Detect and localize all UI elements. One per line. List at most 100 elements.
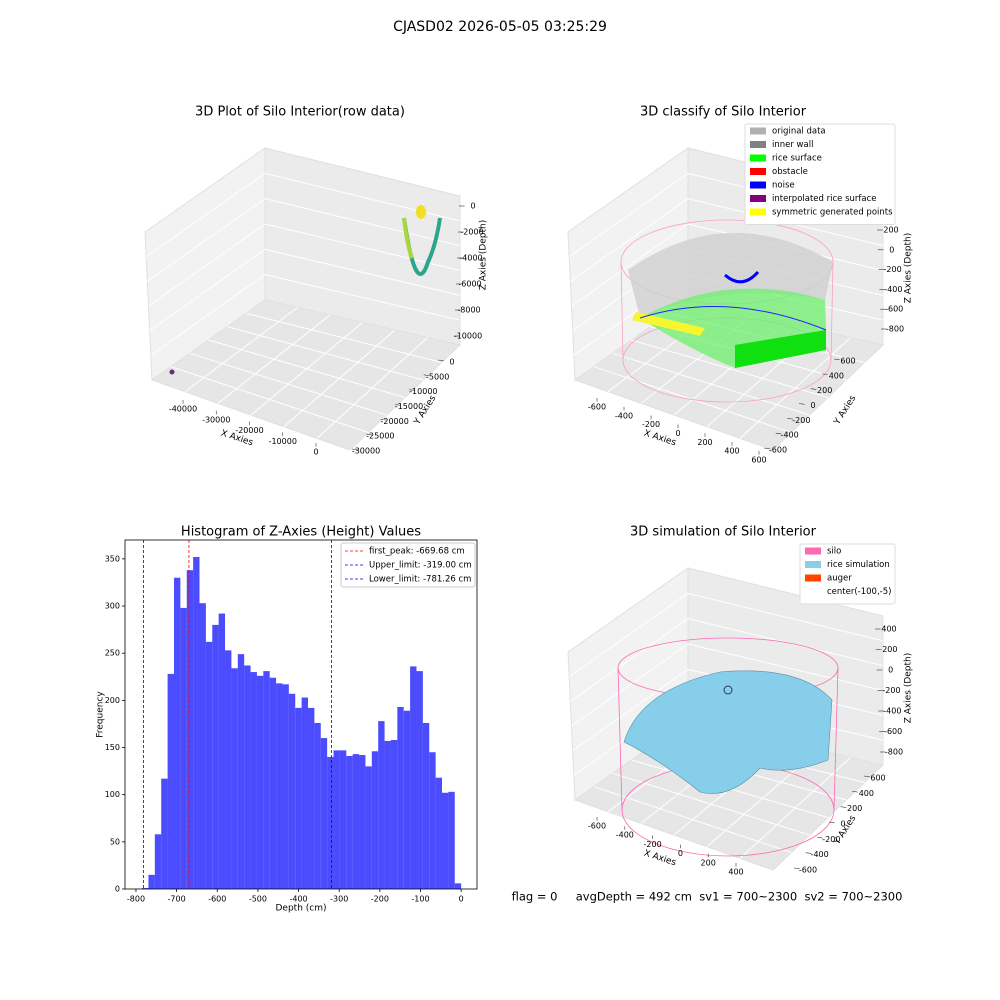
y-tick-label: -20000 xyxy=(380,417,408,426)
silo-wire xyxy=(620,261,624,361)
x-tick-label: 400 xyxy=(728,868,743,877)
legend-box xyxy=(799,543,896,605)
legend-swatch xyxy=(805,561,821,568)
bar xyxy=(339,750,347,889)
legend-box xyxy=(744,123,896,225)
bar xyxy=(442,792,449,889)
z-tick-label: -800 xyxy=(886,325,904,334)
z-tick-label: 0 xyxy=(470,202,475,211)
legend-swatch xyxy=(805,547,821,555)
z-tick-label: -10000 xyxy=(454,332,482,341)
y-tick-label: 0 xyxy=(115,885,120,894)
wall-points xyxy=(628,232,833,318)
legend-label: Lower_limit: -781.26 cm xyxy=(369,575,471,585)
bar xyxy=(276,683,283,889)
legend-swatch xyxy=(750,127,766,135)
y-tick xyxy=(817,837,823,839)
pane-grid xyxy=(687,643,884,691)
pane-grid xyxy=(571,223,689,307)
x-tick-label: 200 xyxy=(701,858,716,867)
pane-grid xyxy=(572,668,689,752)
bar xyxy=(263,671,270,889)
z-tick-label: -400 xyxy=(883,707,901,716)
pane-grid xyxy=(687,592,884,642)
y-tick xyxy=(366,433,372,436)
x-axis-label: X Axies xyxy=(642,429,677,449)
pane-grid xyxy=(739,757,851,859)
z-tick-label: -8000 xyxy=(457,306,480,315)
yellow-points xyxy=(632,312,705,336)
y-tick-label: -400 xyxy=(811,850,829,859)
y-tick-label: 0 xyxy=(840,820,845,829)
legend-label: silo xyxy=(827,547,841,557)
z-tick-label: -400 xyxy=(884,285,902,294)
bar xyxy=(416,671,423,889)
bar xyxy=(154,834,162,889)
pane-grid xyxy=(264,198,461,247)
bar xyxy=(173,577,181,889)
bar xyxy=(397,706,404,889)
z-tick-label: 200 xyxy=(883,226,898,235)
bar xyxy=(371,751,379,889)
rice-surface xyxy=(623,670,833,794)
bar xyxy=(378,721,385,889)
pane-grid xyxy=(316,337,428,439)
point-outlier xyxy=(169,369,175,375)
x-tick-label: -600 xyxy=(588,403,606,412)
pane-grid xyxy=(147,198,266,282)
noise-points xyxy=(724,270,760,284)
pane-grid xyxy=(570,198,689,282)
noise-points xyxy=(639,305,827,331)
status-text: flag = 0 avgDepth = 492 cm sv1 = 700~230… xyxy=(512,890,903,904)
y-tick-label: 400 xyxy=(859,789,874,798)
y-tick-label: -5000 xyxy=(426,372,449,381)
bar xyxy=(180,607,187,889)
legend-swatch xyxy=(750,168,766,175)
z-axis-label: Z Axies (Depth) xyxy=(904,653,914,724)
bar xyxy=(384,740,391,889)
x-tick-label: 0 xyxy=(313,448,318,457)
legend-label: first_peak: -669.68 cm xyxy=(369,547,465,557)
z-tick-label: -600 xyxy=(884,727,902,736)
x-tick-label: -40000 xyxy=(169,405,197,414)
bar xyxy=(320,738,328,889)
bar xyxy=(161,778,168,889)
bar xyxy=(167,673,174,889)
bar xyxy=(282,684,289,889)
legend-swatch xyxy=(750,154,766,162)
bar xyxy=(148,874,155,889)
figure-title: CJASD02 2026-05-05 03:25:29 xyxy=(393,19,607,35)
x-axis-label: X Axies xyxy=(642,849,677,869)
x-tick-label: -600 xyxy=(588,822,606,831)
y-tick-label: -25000 xyxy=(366,432,394,441)
y-tick-label: -15000 xyxy=(395,402,423,411)
legend-label: rice simulation xyxy=(827,560,890,570)
bar xyxy=(288,693,296,889)
y-tick-label: -30000 xyxy=(352,447,380,456)
bar xyxy=(454,883,462,889)
bar xyxy=(365,766,372,889)
x-tick-label: -200 xyxy=(644,840,662,849)
x-tick-label: -400 xyxy=(289,895,307,904)
y-tick-label: 600 xyxy=(870,774,885,783)
legend-label: inner wall xyxy=(772,140,813,150)
rice-points xyxy=(735,330,826,368)
x-tick-label: 0 xyxy=(678,849,683,858)
bar xyxy=(314,722,321,889)
pane-grid xyxy=(568,172,689,258)
y-tick-label: 400 xyxy=(829,371,844,380)
x-tick-label: -10000 xyxy=(269,437,297,446)
y-tick-label: 200 xyxy=(105,696,120,705)
pane-grid xyxy=(571,643,689,727)
point-cluster xyxy=(416,205,426,219)
legend-label: obstacle xyxy=(772,167,808,177)
y-tick-label: 250 xyxy=(105,649,120,658)
chart-title: 3D classify of Silo Interior xyxy=(640,105,807,120)
pane-grid xyxy=(570,618,689,702)
y-tick xyxy=(394,404,401,406)
y-tick xyxy=(351,448,358,451)
legend-label: original data xyxy=(772,127,826,137)
legend-swatch xyxy=(750,181,766,189)
bar xyxy=(225,650,232,889)
